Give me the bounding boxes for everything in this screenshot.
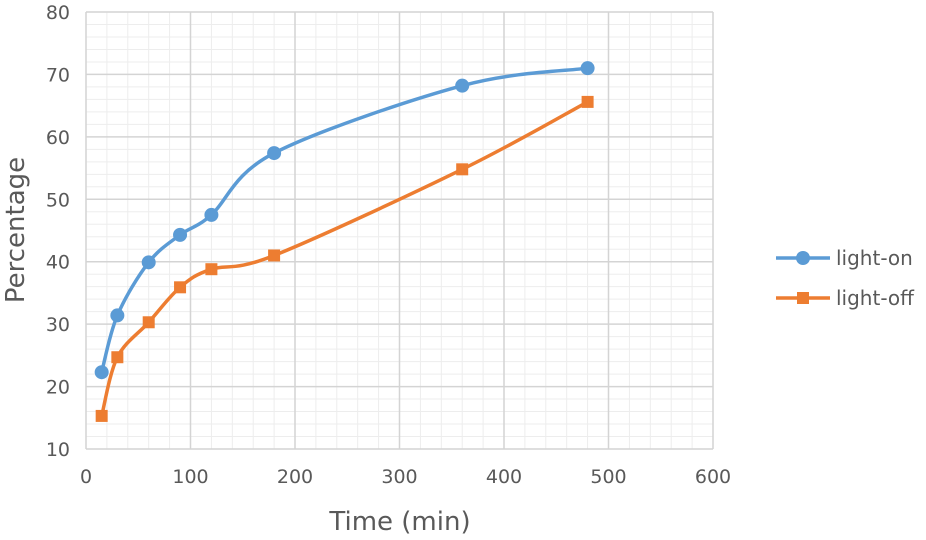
y-tick-label: 10: [46, 439, 70, 461]
y-tick-label: 50: [46, 189, 70, 211]
data-point-light-on: [141, 255, 156, 270]
legend-marker-light-off: [797, 292, 809, 304]
x-axis-title: Time (min): [328, 507, 470, 537]
series-line-light-on: [99, 66, 588, 373]
x-axis-ticks: 0 100 200 300 400 500 600: [80, 466, 731, 488]
series-light-off: [95, 95, 594, 422]
x-tick-label: 500: [590, 466, 626, 488]
data-point-light-on: [204, 207, 219, 222]
y-tick-label: 80: [46, 2, 70, 24]
y-axis-ticks: 10 20 30 40 50 60 70 80: [46, 2, 70, 461]
x-tick-label: 200: [277, 466, 313, 488]
data-point-light-on: [110, 308, 125, 323]
legend-label-light-on: light-on: [836, 246, 913, 270]
data-point-light-on: [94, 365, 109, 380]
y-tick-label: 20: [46, 377, 70, 399]
data-point-light-off: [174, 281, 187, 294]
x-tick-label: 0: [80, 466, 92, 488]
data-point-light-off: [95, 409, 108, 422]
legend-label-light-off: light-off: [836, 286, 915, 310]
y-tick-label: 40: [46, 252, 70, 274]
series-layer: [94, 61, 595, 422]
data-point-light-off: [142, 316, 155, 329]
y-tick-label: 70: [46, 64, 70, 86]
legend-item-light-on: light-on: [776, 246, 913, 270]
x-tick-label: 300: [381, 466, 417, 488]
legend-marker-light-on: [796, 251, 810, 265]
data-point-light-on: [267, 146, 282, 161]
data-point-light-off: [581, 95, 594, 108]
data-point-light-off: [205, 263, 218, 276]
data-point-light-off: [268, 249, 281, 262]
y-tick-label: 30: [46, 314, 70, 336]
data-point-light-on: [455, 78, 470, 93]
legend-item-light-off: light-off: [776, 286, 915, 310]
data-point-light-off: [111, 351, 124, 364]
series-light-on: [94, 61, 595, 380]
x-tick-label: 400: [486, 466, 522, 488]
legend: light-on light-off: [776, 246, 915, 310]
data-point-light-on: [173, 227, 188, 242]
data-point-light-on: [580, 61, 595, 76]
y-tick-label: 60: [46, 127, 70, 149]
data-point-light-off: [456, 163, 469, 176]
y-axis-title: Percentage: [1, 157, 31, 303]
major-gridlines: [85, 11, 714, 450]
x-tick-label: 600: [695, 466, 731, 488]
x-tick-label: 100: [172, 466, 208, 488]
